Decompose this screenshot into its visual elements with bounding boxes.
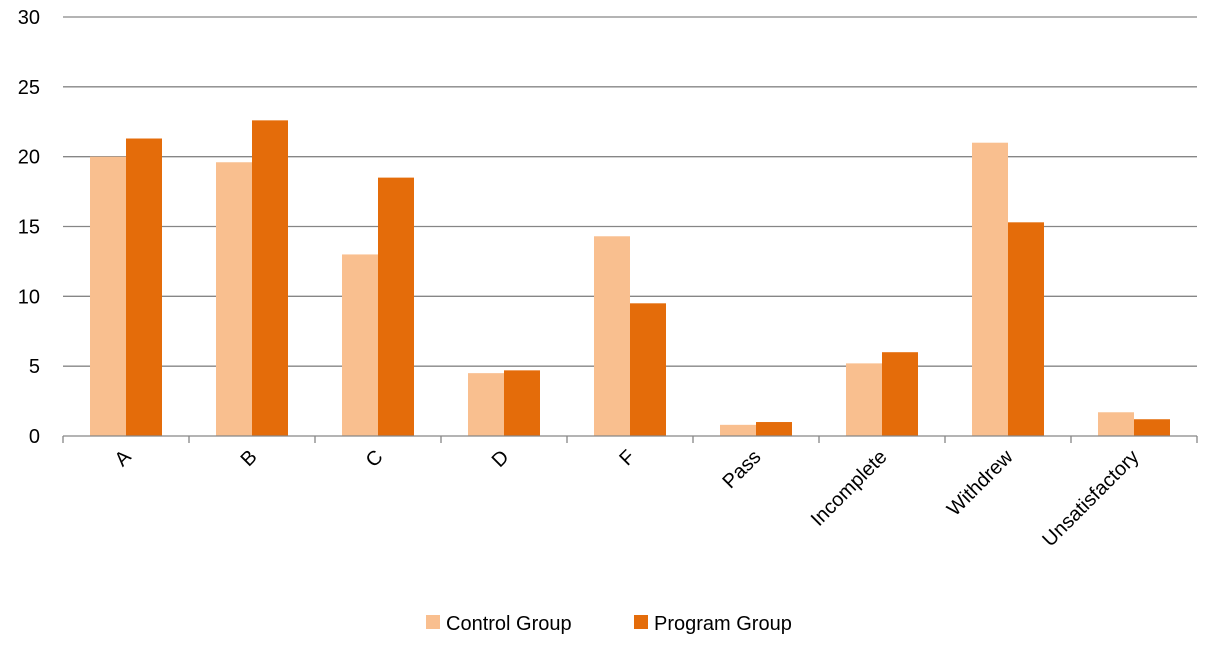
x-axis: [62, 435, 1198, 443]
bar-program-group-a: [126, 138, 162, 436]
legend-swatch: [634, 615, 648, 629]
bar-control-group-withdrew: [972, 142, 1008, 436]
x-tick-label: B: [237, 446, 262, 471]
x-tick-label: Withdrew: [943, 446, 1018, 521]
legend: Control Group Program Group: [426, 613, 792, 635]
bar-control-group-f: [594, 236, 630, 436]
bar-control-group-pass: [720, 424, 756, 436]
bar-program-group-d: [504, 370, 540, 436]
legend-label: Control Group: [446, 613, 572, 635]
bar-control-group-b: [216, 162, 252, 436]
legend-label: Program Group: [654, 613, 792, 635]
bar-program-group-unsatisfactory: [1134, 419, 1170, 436]
x-tick-label: Unsatisfactory: [1038, 446, 1143, 551]
x-tick-label: C: [362, 446, 388, 472]
x-tick-label: F: [615, 446, 639, 470]
bars: [90, 120, 1170, 436]
y-tick-label: 10: [18, 286, 40, 308]
y-tick-label: 20: [18, 147, 40, 169]
y-tick-label: 25: [18, 77, 40, 99]
bar-program-group-withdrew: [1008, 222, 1044, 436]
bar-control-group-d: [468, 373, 504, 436]
bar-program-group-incomplete: [882, 352, 918, 436]
bar-control-group-c: [342, 254, 378, 436]
bar-program-group-f: [630, 303, 666, 436]
bar-program-group-c: [378, 177, 414, 436]
y-tick-label: 5: [29, 356, 40, 378]
bar-control-group-incomplete: [846, 363, 882, 436]
y-axis-ticks: 0 5 10 15 20 25 30: [18, 7, 40, 448]
y-tick-label: 0: [29, 426, 40, 448]
x-axis-labels: A B C D F Pass Incomplete Withdrew Unsatisfactor…: [111, 446, 1144, 552]
x-tick-label: A: [111, 446, 136, 471]
y-tick-label: 30: [18, 7, 40, 29]
bar-control-group-unsatisfactory: [1098, 412, 1134, 436]
bar-control-group-a: [90, 156, 126, 436]
bar-program-group-b: [252, 120, 288, 436]
x-tick-label: Pass: [719, 446, 766, 493]
bar-program-group-pass: [756, 422, 792, 436]
x-tick-label: Incomplete: [807, 446, 892, 531]
legend-swatch: [426, 615, 440, 629]
y-tick-label: 15: [18, 217, 40, 239]
x-tick-label: D: [488, 446, 514, 472]
